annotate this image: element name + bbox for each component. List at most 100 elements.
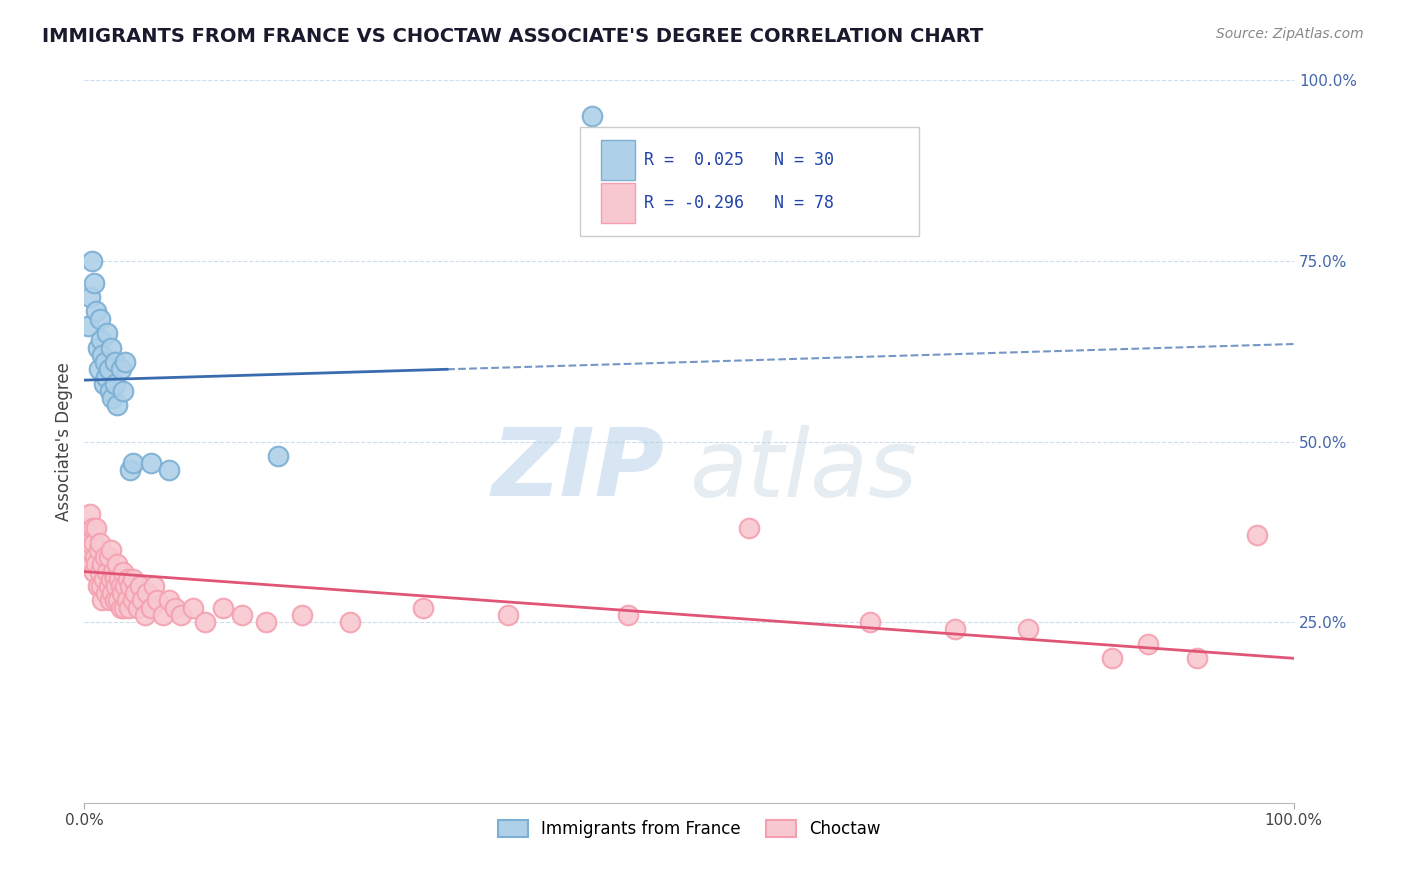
Point [104, 376, 127, 391]
Point [115, 593, 138, 607]
Point [181, 600, 204, 615]
Point [98, 593, 121, 607]
Point [152, 607, 174, 622]
Y-axis label: Associate's Degree: Associate's Degree [55, 362, 73, 521]
Point [77, 318, 100, 333]
Point [114, 579, 136, 593]
Point [105, 558, 128, 572]
Point [231, 607, 253, 622]
Point [80, 558, 103, 572]
Point [339, 615, 361, 630]
FancyBboxPatch shape [581, 128, 918, 235]
Point [103, 565, 125, 579]
Point [97, 579, 120, 593]
Point [80, 253, 103, 268]
Point [86, 579, 108, 593]
Point [254, 615, 277, 630]
Point [94, 369, 117, 384]
Point [117, 572, 139, 586]
Point [139, 600, 162, 615]
Point [104, 593, 127, 607]
Point [89, 311, 111, 326]
Text: ZIP: ZIP [492, 425, 665, 516]
Point [1185, 651, 1208, 665]
Point [93, 572, 115, 586]
Point [134, 607, 156, 622]
Point [139, 456, 162, 470]
Point [100, 542, 122, 557]
Point [121, 572, 143, 586]
Point [101, 391, 124, 405]
Point [82, 521, 104, 535]
Point [86, 341, 108, 355]
Point [121, 593, 143, 607]
Point [97, 550, 120, 565]
Point [97, 362, 120, 376]
Point [83, 276, 105, 290]
Point [98, 384, 121, 398]
Point [87, 542, 110, 557]
Point [84, 550, 107, 565]
Point [91, 348, 114, 362]
Point [101, 586, 124, 600]
Point [94, 586, 117, 600]
Point [90, 334, 112, 348]
Point [100, 341, 122, 355]
Point [91, 558, 114, 572]
Point [104, 355, 127, 369]
Point [165, 600, 187, 615]
Point [110, 362, 132, 376]
Point [111, 586, 134, 600]
Point [94, 550, 117, 565]
Point [108, 572, 131, 586]
Point [121, 456, 143, 470]
Point [129, 579, 152, 593]
Point [120, 579, 142, 593]
Point [112, 565, 135, 579]
Point [157, 593, 180, 607]
Text: atlas: atlas [689, 425, 917, 516]
Point [127, 600, 149, 615]
Point [90, 579, 112, 593]
Point [110, 600, 132, 615]
Point [859, 615, 882, 630]
Point [86, 558, 108, 572]
Point [100, 572, 122, 586]
Point [77, 542, 100, 557]
Point [124, 586, 146, 600]
Point [104, 572, 127, 586]
Text: R = -0.296   N = 78: R = -0.296 N = 78 [644, 194, 834, 212]
Point [112, 600, 135, 615]
Point [93, 376, 115, 391]
Point [212, 600, 235, 615]
Text: R =  0.025   N = 30: R = 0.025 N = 30 [644, 151, 834, 169]
Point [77, 521, 100, 535]
FancyBboxPatch shape [600, 183, 634, 223]
Point [105, 398, 128, 412]
Point [143, 579, 166, 593]
Point [110, 579, 132, 593]
Point [89, 535, 111, 549]
Point [104, 579, 127, 593]
Point [96, 565, 118, 579]
Point [581, 110, 603, 124]
Point [114, 355, 136, 369]
Point [86, 521, 108, 535]
Point [157, 463, 180, 477]
FancyBboxPatch shape [600, 140, 634, 179]
Point [738, 521, 761, 535]
Point [617, 607, 640, 622]
Point [79, 290, 101, 304]
Point [112, 384, 135, 398]
Point [86, 304, 108, 318]
Point [291, 607, 314, 622]
Point [89, 565, 111, 579]
Point [267, 449, 290, 463]
Point [943, 623, 966, 637]
Text: Source: ZipAtlas.com: Source: ZipAtlas.com [1216, 27, 1364, 41]
Point [107, 593, 129, 607]
Point [131, 593, 153, 607]
Point [91, 593, 114, 607]
Point [1101, 651, 1123, 665]
Point [83, 535, 105, 549]
